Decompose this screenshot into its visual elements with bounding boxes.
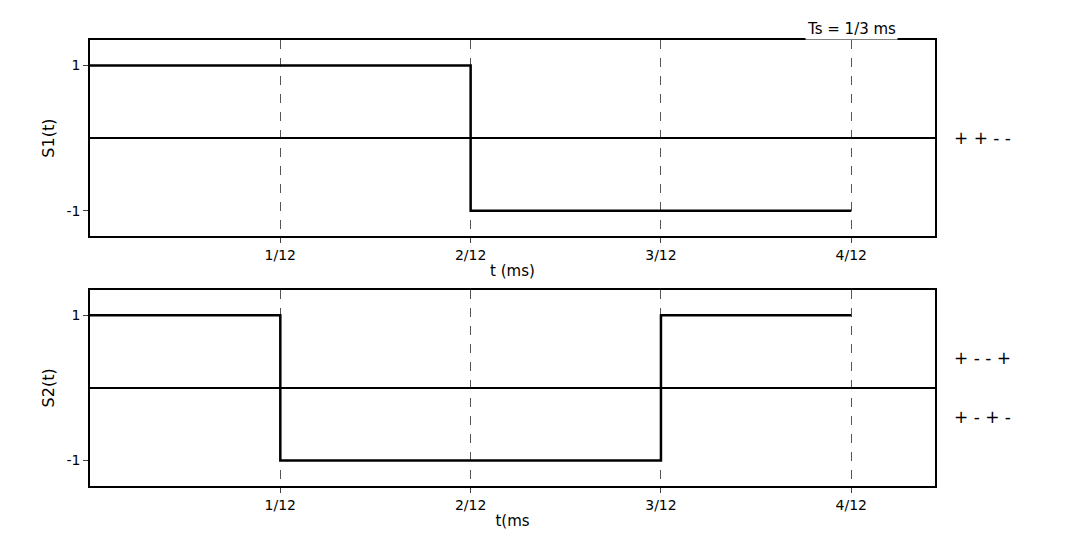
svg-text:2/12: 2/12 <box>455 497 486 513</box>
svg-text:-1: -1 <box>66 452 80 468</box>
svg-text:1: 1 <box>72 307 81 323</box>
svg-text:1/12: 1/12 <box>265 247 296 263</box>
svg-text:4/12: 4/12 <box>836 247 867 263</box>
svg-text:4/12: 4/12 <box>836 497 867 513</box>
svg-text:-1: -1 <box>66 203 80 219</box>
svg-text:S2(t): S2(t) <box>39 368 58 407</box>
svg-text:t(ms: t(ms <box>495 512 529 530</box>
svg-text:3/12: 3/12 <box>645 247 676 263</box>
svg-text:3/12: 3/12 <box>645 497 676 513</box>
svg-text:+ + - -: + + - - <box>954 128 1011 148</box>
svg-text:+ - + -: + - + - <box>954 407 1011 427</box>
svg-text:1/12: 1/12 <box>265 497 296 513</box>
svg-text:2/12: 2/12 <box>455 247 486 263</box>
svg-text:t (ms): t (ms) <box>490 262 535 280</box>
svg-text:S1(t): S1(t) <box>39 119 58 158</box>
svg-text:1: 1 <box>72 57 81 73</box>
svg-text:Ts = 1/3 ms: Ts = 1/3 ms <box>807 20 896 38</box>
svg-text:+ - - +: + - - + <box>954 348 1011 368</box>
